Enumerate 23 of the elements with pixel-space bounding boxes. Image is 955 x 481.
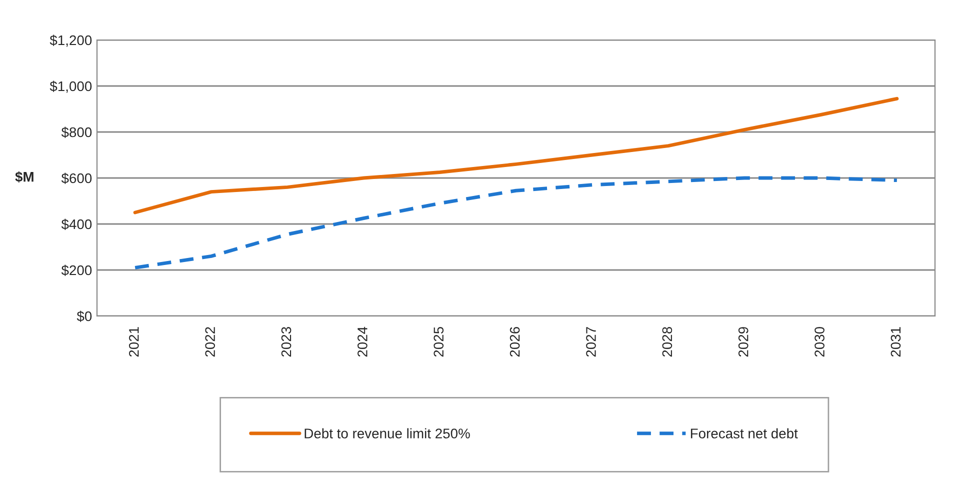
y-tick-label: $800 <box>61 126 92 138</box>
y-tick-label: $400 <box>61 218 92 230</box>
x-tick-label: 2022 <box>205 327 215 357</box>
x-tick-label: 2021 <box>128 327 139 357</box>
x-tick-label: 2028 <box>662 327 672 357</box>
line-series <box>133 96 899 214</box>
x-tick-label: 2026 <box>510 327 520 357</box>
y-tick-label: $200 <box>61 264 92 276</box>
legend-label: Debt to revenue limit 250% <box>304 428 470 438</box>
y-tick-label: $1,200 <box>50 34 92 47</box>
y-tick-label: $0 <box>76 310 92 322</box>
x-tick-label: 2023 <box>281 327 292 357</box>
x-tick-label: 2031 <box>890 327 901 357</box>
x-tick-label: 2024 <box>358 326 368 357</box>
x-tick-label: 2029 <box>738 327 748 357</box>
x-tick-label: 2027 <box>586 327 596 357</box>
line-series <box>133 176 899 270</box>
legend-label: Forecast net debt <box>690 428 798 438</box>
x-tick-label: 2030 <box>814 326 824 357</box>
y-tick-label: $600 <box>61 172 92 184</box>
y-tick-label: $1,000 <box>50 80 92 93</box>
x-tick-label: 2025 <box>434 326 444 357</box>
y-axis-title: $M <box>15 171 34 183</box>
